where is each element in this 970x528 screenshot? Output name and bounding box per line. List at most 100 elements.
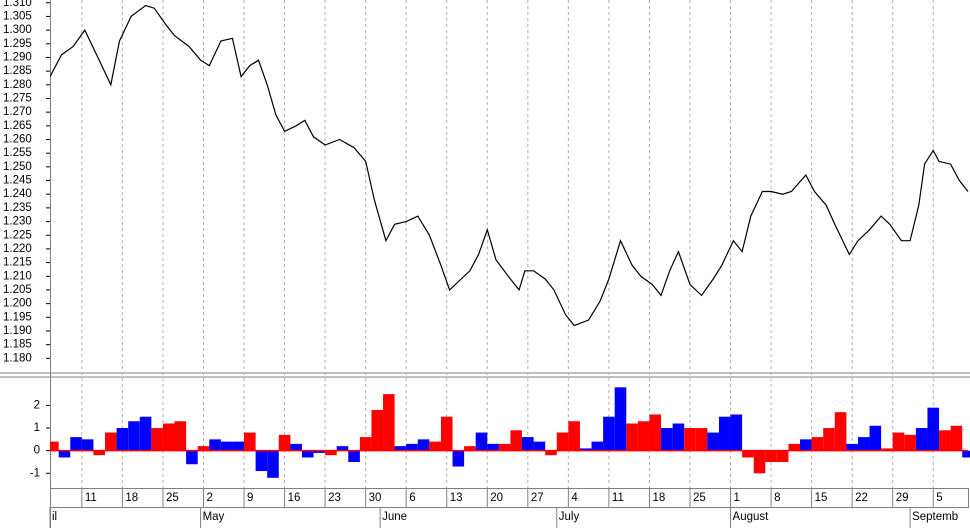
oscillator-bar <box>209 439 221 451</box>
oscillator-bar <box>892 432 905 451</box>
date-axis-box <box>50 488 969 508</box>
oscillator-bar <box>174 421 187 451</box>
y-tick-label: 1.195 <box>3 311 32 323</box>
oscillator-bar <box>232 441 245 451</box>
y-tick-label: 1.225 <box>3 229 32 241</box>
x-tick-label: 29 <box>896 492 909 504</box>
x-tick-label: 4 <box>571 492 578 504</box>
x-tick-label: 1 <box>734 492 740 504</box>
oscillator-bar <box>139 416 152 451</box>
oscillator-bar <box>788 443 801 451</box>
oscillator-bar <box>290 443 302 451</box>
oscillator-bar <box>834 412 847 451</box>
oscillator-bar <box>93 450 106 456</box>
oscillator-bar <box>255 450 268 472</box>
oscillator-bar <box>904 434 916 451</box>
y-tick-label: 1.230 <box>3 216 32 228</box>
oscillator-bar <box>510 430 523 451</box>
y-tick-label: 1.260 <box>3 134 32 146</box>
y-tick-label: 1.215 <box>3 257 32 269</box>
oscillator-bar <box>626 423 638 451</box>
oscillator-bar <box>869 425 882 451</box>
x-tick-label: 16 <box>288 492 301 504</box>
oscillator-bar <box>313 450 326 453</box>
y-tick-label: 1.300 <box>3 24 32 36</box>
price-line <box>50 4 969 327</box>
oscillator-bar <box>684 428 696 451</box>
x-tick-label: 6 <box>409 492 415 504</box>
y-tick-label: 1.280 <box>3 79 32 91</box>
oscillator-bar <box>637 421 650 451</box>
y-tick-label: 1.255 <box>3 147 32 159</box>
x-tick-label: 13 <box>450 492 463 504</box>
x-tick-label: 9 <box>247 492 253 504</box>
month-label: May <box>203 511 225 523</box>
oscillator-bar <box>162 423 175 451</box>
oscillator-bar <box>475 432 488 451</box>
oscillator-bar <box>406 443 418 451</box>
y-tick-label: 1.265 <box>3 120 32 132</box>
oscillator-bar <box>348 450 360 462</box>
y-tick-label: 1.250 <box>3 161 32 173</box>
oscillator-bar <box>417 439 430 451</box>
oscillator-bar <box>753 450 766 474</box>
oscillator-bar <box>220 441 233 451</box>
oscillator-bar <box>522 437 534 451</box>
oscillator-bar <box>325 450 337 456</box>
oscillator-bar <box>649 414 662 451</box>
x-tick-label: 8 <box>774 492 780 504</box>
x-tick-label: 22 <box>855 492 868 504</box>
x-tick-label: 2 <box>206 492 212 504</box>
oscillator-bar <box>927 407 940 451</box>
oscillator-bar <box>695 428 708 451</box>
x-tick-label: 30 <box>369 492 382 504</box>
y-tick-label: 1.235 <box>3 202 32 214</box>
x-tick-label: 18 <box>652 492 665 504</box>
x-tick-label: 23 <box>328 492 341 504</box>
oscillator-bar <box>718 416 731 451</box>
oscillator-bar <box>707 432 719 451</box>
oscillator-bar <box>394 446 407 451</box>
oscillator-bar <box>186 450 198 465</box>
oscillator-bar <box>846 443 858 451</box>
x-tick-label: 11 <box>612 492 624 504</box>
oscillator-bar <box>579 448 592 451</box>
oscillator-bar <box>301 450 314 458</box>
oscillator-bar <box>568 421 580 451</box>
month-label: July <box>559 511 580 523</box>
oscillator-bar <box>244 432 256 451</box>
oscillator-bar <box>545 450 557 456</box>
oscillator-bar <box>464 446 476 451</box>
price-pane <box>50 4 969 327</box>
oscillator-bar <box>776 450 789 462</box>
oscillator-pane <box>50 387 970 478</box>
x-tick-label: 18 <box>125 492 138 504</box>
y-tick-label: 1.305 <box>3 10 32 22</box>
oscillator-bar <box>105 432 117 451</box>
y-tick-label: 1.290 <box>3 51 32 63</box>
oscillator-bar <box>440 416 453 451</box>
y-tick-label: 1.210 <box>3 270 32 282</box>
oscillator-bar <box>116 428 129 451</box>
oscillator-bar <box>556 432 569 451</box>
oscillator-bar <box>800 439 812 451</box>
y-tick-label: 1.180 <box>3 352 32 364</box>
oscillator-bar <box>359 437 372 451</box>
y-tick-label: 1.240 <box>3 188 32 200</box>
x-tick-label: 15 <box>815 492 828 504</box>
oscillator-bar <box>128 421 140 451</box>
y-tick-label: 1.220 <box>3 243 32 255</box>
oscillator-bar <box>81 439 94 451</box>
x-tick-label: 20 <box>490 492 503 504</box>
oscillator-bar <box>197 446 210 451</box>
month-label: June <box>382 511 407 523</box>
y-tick-label: 1.285 <box>3 65 32 77</box>
oscillator-bar <box>823 428 835 451</box>
oscillator-bar <box>881 448 893 451</box>
oscillator-bar <box>857 437 870 451</box>
y-tick-label: -1 <box>30 467 40 479</box>
y-tick-label: 1.295 <box>3 38 32 50</box>
x-tick-label: 11 <box>85 492 97 504</box>
x-tick-label: 25 <box>693 492 706 504</box>
